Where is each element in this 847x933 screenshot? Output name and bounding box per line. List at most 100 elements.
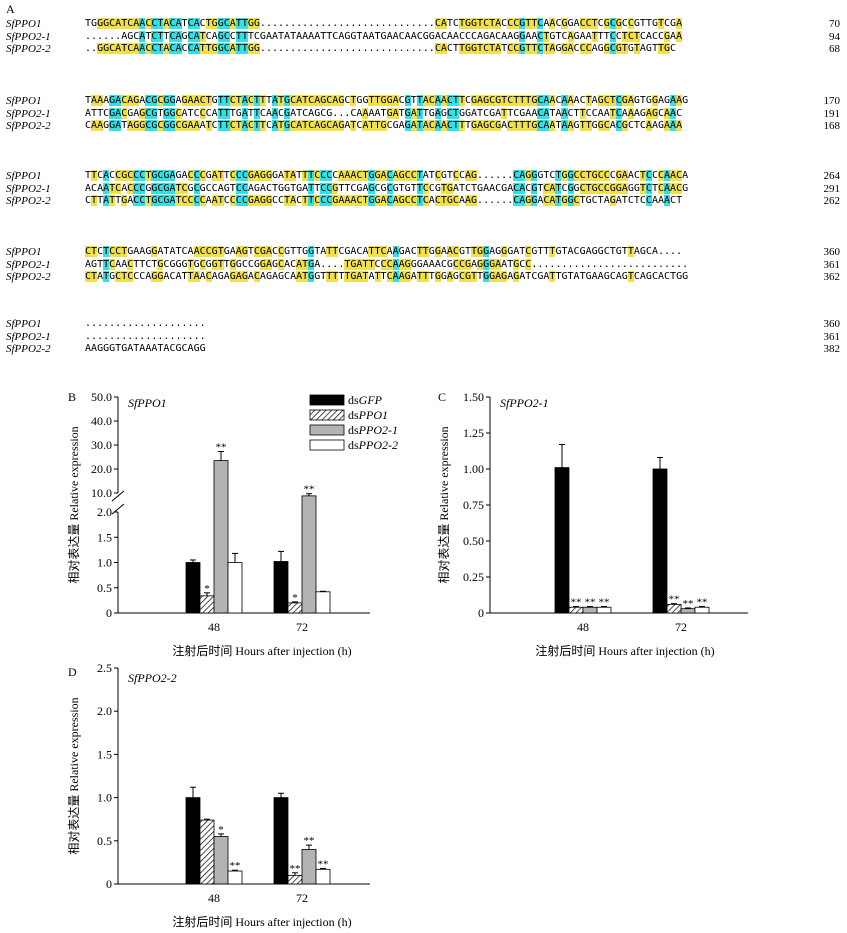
y-axis-label: 相对表达量 Relative expression	[67, 426, 81, 583]
legend-swatch	[309, 394, 345, 406]
y-tick-label: 30.0	[91, 438, 112, 452]
panel-label: D	[68, 665, 77, 679]
seq-name: SfPPO1	[6, 246, 42, 258]
y-tick-label: 0	[106, 606, 112, 620]
y-tick-label: 2.0	[97, 505, 112, 519]
bar	[301, 849, 317, 885]
significance-label: **	[290, 863, 301, 875]
seq-line: AGTTCAACTTCTGCGGGTGCGGTTGGCCGGAGCACATGA.…	[85, 258, 689, 270]
x-axis-label: 注射后时间 Hours after injection (h)	[172, 643, 351, 658]
legend-label: dsPPO2-2	[348, 438, 398, 452]
y-tick-label: 50.0	[91, 390, 112, 404]
seq-name: SfPPO1	[6, 18, 42, 30]
y-tick-label: 1.0	[97, 556, 112, 570]
seq-number: 360	[823, 318, 841, 330]
bar	[666, 603, 682, 614]
y-tick-label: 1.5	[97, 530, 112, 544]
x-tick-label: 48	[577, 620, 589, 634]
y-tick-label: 1.0	[97, 791, 112, 805]
panel-label: B	[68, 390, 76, 404]
significance-label: *	[292, 592, 298, 604]
chart-title: SfPPO2-1	[500, 396, 549, 410]
bar	[213, 460, 229, 614]
bar	[199, 595, 215, 614]
seq-line: TTCACCGCCCTGCGAGACCCGATTCCCGAGGGATATTTCC…	[85, 170, 689, 181]
legend-label: dsPPO1	[348, 408, 388, 422]
bar	[315, 591, 331, 614]
y-axis-label: 相对表达量 Relative expression	[67, 697, 81, 854]
y-tick-label: 0	[106, 877, 112, 891]
seq-number: 382	[823, 343, 841, 355]
seq-number: 191	[823, 107, 841, 120]
y-tick-label: 40.0	[91, 414, 112, 428]
seq-line: ....................	[85, 318, 206, 329]
seq-name: SfPPO2-2	[6, 43, 51, 55]
sequence-alignment-panel: A SfPPO1 TGGGCATCAACCTACATCACTGGCATTGG...…	[0, 0, 847, 380]
bar	[213, 836, 229, 885]
y-tick-label: 1.25	[463, 426, 484, 440]
seq-number: 361	[823, 258, 841, 271]
legend-swatch	[309, 424, 345, 436]
seq-name: SfPPO2-1	[6, 258, 51, 271]
bar	[652, 468, 668, 614]
bar	[199, 819, 215, 885]
chart-title: SfPPO2-2	[128, 671, 177, 685]
bar	[227, 870, 243, 885]
seq-number: 360	[823, 246, 841, 258]
significance-label: **	[230, 860, 241, 872]
significance-label: **	[599, 597, 610, 609]
significance-label: **	[697, 597, 708, 609]
seq-line: ....................	[85, 330, 206, 342]
seq-line: TAAAGACAGACGCGGAGAACTGTTCTACTTTATGCATCAG…	[85, 95, 689, 106]
significance-label: **	[571, 597, 582, 609]
significance-label: **	[585, 597, 596, 609]
seq-line: TGGGCATCAACCTACATCACTGGCATTGG...........…	[85, 18, 683, 29]
axis-break-mark	[111, 503, 125, 515]
y-tick-label: 0	[478, 606, 484, 620]
x-axis-label: 注射后时间 Hours after injection (h)	[172, 914, 351, 929]
y-tick-label: 20.0	[91, 462, 112, 476]
seq-name: SfPPO2-2	[6, 195, 51, 207]
seq-name: SfPPO1	[6, 318, 42, 330]
seq-number: 291	[823, 182, 841, 195]
x-tick-label: 72	[296, 891, 308, 905]
seq-line: CTCTCCTGAAGGATATCAACCGTGAAGTCGACCGTTGGTA…	[85, 246, 683, 257]
y-axis-label: 相对表达量 Relative expression	[437, 426, 451, 583]
seq-number: 68	[829, 43, 840, 55]
seq-name: SfPPO2-2	[6, 120, 51, 132]
significance-label: **	[318, 858, 329, 870]
bar	[273, 561, 289, 614]
significance-label: *	[204, 583, 210, 595]
bar	[301, 495, 317, 614]
y-tick-label: 2.0	[97, 704, 112, 718]
seq-line: ..GGCATCAACCTACACCATTGGCATTGG...........…	[85, 43, 677, 54]
seq-number: 70	[829, 18, 840, 30]
seq-name: SfPPO2-1	[6, 107, 51, 120]
bar	[185, 562, 201, 614]
y-tick-label: 1.00	[463, 462, 484, 476]
y-tick-label: 10.0	[91, 486, 112, 500]
bar	[287, 602, 303, 614]
axis-break-mark	[111, 490, 125, 502]
seq-number: 94	[829, 30, 840, 43]
seq-name: SfPPO2-1	[6, 330, 51, 343]
seq-line: CTTATTGACCTGCGATCCCCAATCCCCGAGGCCTACTTCC…	[85, 195, 683, 206]
y-tick-label: 2.5	[97, 661, 112, 675]
bar	[185, 797, 201, 885]
chart-c-sfppo2-1: C SfPPO2-1 相对表达量 Relative expression 0 0.25 0…	[437, 390, 748, 658]
seq-line: CAAGGATAGGCGCGGCGAAATCTTCTACTTCATGCATCAG…	[85, 120, 683, 131]
x-tick-label: 72	[296, 620, 308, 634]
seq-number: 362	[823, 271, 841, 283]
legend-swatch	[309, 409, 345, 421]
seq-number: 262	[823, 195, 841, 207]
x-tick-label: 48	[208, 620, 220, 634]
bar	[287, 874, 303, 885]
bar	[315, 868, 331, 885]
significance-label: **	[304, 484, 315, 496]
y-tick-label: 0.75	[463, 498, 484, 512]
seq-line: ATTCGACGAGCGTGGCATCCCATTTGATTCAACGATCAGC…	[85, 107, 683, 119]
chart-d-sfppo2-2: D SfPPO2-2 相对表达量 Relative expression 0 0.5 1.…	[67, 661, 370, 929]
y-tick-label: 1.5	[97, 747, 112, 761]
y-tick-label: 0.5	[97, 834, 112, 848]
seq-line: ......AGCATCTTCAGCATCAGCCTTTCGAATATAAAAT…	[85, 30, 683, 42]
